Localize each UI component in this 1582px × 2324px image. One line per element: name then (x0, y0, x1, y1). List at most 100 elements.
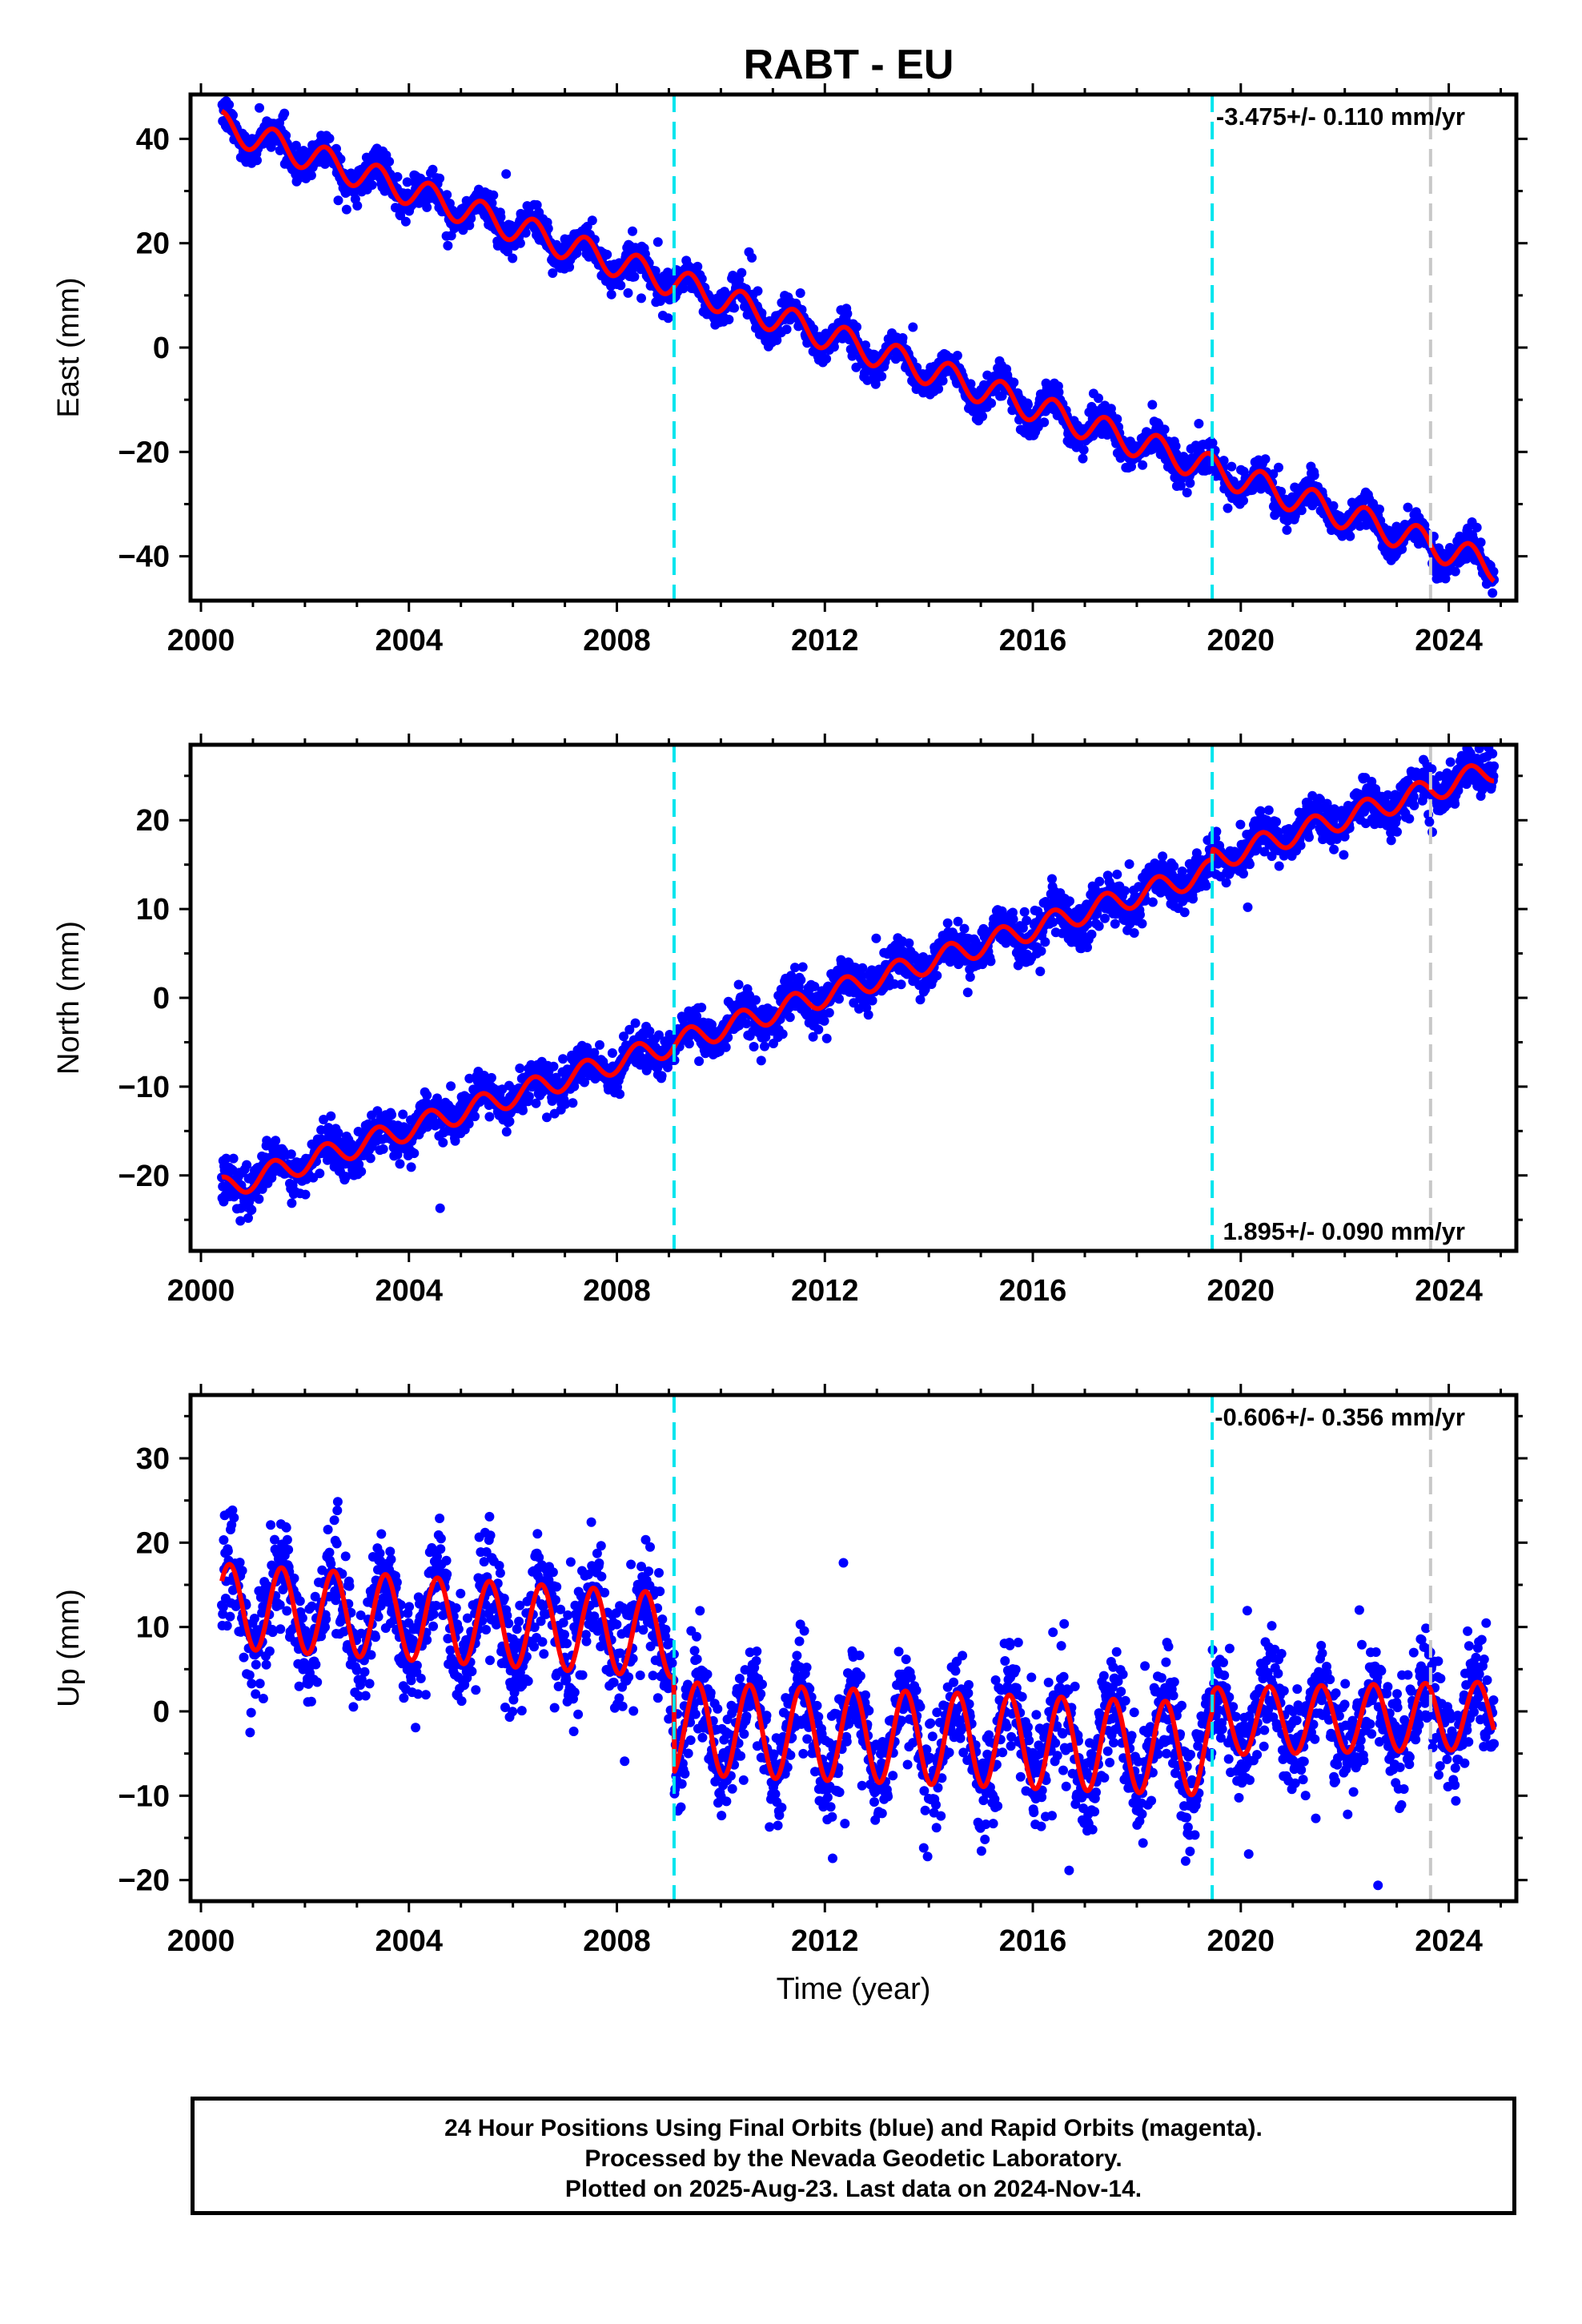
data-point (443, 240, 453, 251)
data-point (406, 1162, 416, 1172)
data-point (1271, 817, 1281, 827)
data-point (694, 1056, 705, 1067)
y-tick-label: 20 (136, 227, 170, 261)
data-point (1290, 511, 1300, 521)
data-point (501, 169, 512, 179)
data-point (834, 994, 844, 1004)
data-point (1397, 544, 1407, 554)
data-point (1476, 537, 1486, 548)
data-point (1120, 886, 1130, 896)
data-point (1472, 522, 1482, 533)
data-point (1239, 869, 1248, 879)
data-point (1094, 876, 1105, 887)
data-point (824, 1007, 834, 1018)
data-point (392, 171, 403, 182)
data-point (518, 1105, 528, 1116)
data-point (932, 971, 942, 981)
data-point (636, 293, 646, 304)
data-point (1235, 819, 1246, 830)
data-point (520, 227, 531, 238)
data-point (1194, 419, 1204, 428)
data-point (602, 249, 612, 259)
data-point (515, 238, 525, 248)
data-point (279, 108, 290, 119)
data-point (821, 354, 832, 364)
data-point (333, 195, 343, 206)
data-point (466, 213, 476, 223)
data-point (842, 308, 853, 319)
data-point (365, 1153, 375, 1164)
data-point (863, 1010, 873, 1020)
data-point (446, 231, 456, 241)
data-point (271, 1136, 281, 1146)
data-point (1263, 805, 1274, 815)
data-point (504, 1116, 515, 1127)
data-point (615, 1089, 625, 1100)
data-point (908, 322, 918, 332)
data-point (228, 1153, 239, 1164)
data-point (733, 979, 744, 990)
data-point (1054, 387, 1064, 397)
data-point (1375, 505, 1384, 514)
data-point (1243, 902, 1253, 912)
x-tick-label: 2020 (1207, 624, 1275, 657)
data-point (1296, 505, 1307, 516)
data-point (568, 1098, 578, 1108)
data-point (781, 324, 792, 335)
data-point (1182, 488, 1192, 498)
data-point (663, 313, 673, 324)
data-point (749, 1042, 759, 1051)
data-point (606, 289, 616, 300)
data-point (1201, 881, 1211, 891)
data-point (1223, 503, 1233, 513)
data-point (966, 379, 976, 389)
data-point (628, 226, 637, 236)
panel-east: 2000 2004 2008 2012 2016 2020 2024−40−2002040E… (52, 83, 1528, 657)
data-point (486, 1072, 496, 1083)
data-point (515, 1063, 525, 1073)
data-point (442, 190, 452, 200)
data-point (488, 190, 499, 200)
data-point (1274, 861, 1284, 871)
data-point (532, 200, 542, 210)
plot-area-east (217, 96, 1500, 598)
data-point (1086, 929, 1097, 939)
y-tick-label: −40 (118, 541, 170, 574)
data-point (871, 933, 881, 943)
data-point (1260, 454, 1271, 464)
data-point (867, 995, 877, 1006)
data-point (1112, 869, 1122, 879)
data-point (470, 1112, 480, 1122)
data-point (1036, 946, 1046, 956)
data-point (422, 202, 432, 212)
data-point (1008, 914, 1018, 924)
data-point (224, 99, 235, 110)
data-point (795, 288, 805, 298)
data-point (291, 140, 301, 151)
data-point (693, 261, 703, 271)
data-point (629, 271, 640, 282)
data-point (819, 1015, 829, 1026)
data-point (978, 411, 988, 421)
data-point (564, 262, 575, 272)
data-point (1147, 897, 1158, 907)
data-point (247, 1204, 257, 1215)
data-point (997, 391, 1007, 401)
data-point (796, 975, 806, 985)
data-point (729, 303, 740, 313)
data-point (254, 1194, 264, 1204)
rate-label-east: -3.475+/- 0.110 mm/yr (1216, 103, 1465, 131)
data-point (409, 1148, 420, 1159)
x-tick-label: 2008 (583, 624, 651, 657)
data-point (326, 1111, 336, 1121)
data-point (1100, 913, 1110, 923)
data-point (1039, 417, 1050, 428)
data-point (1185, 478, 1195, 489)
data-point (1019, 907, 1030, 917)
data-point (684, 1039, 694, 1049)
data-point (1129, 928, 1139, 938)
data-point (400, 216, 411, 227)
data-point (1329, 844, 1339, 854)
plot-area-north (217, 745, 1500, 1226)
data-point (1328, 501, 1339, 511)
